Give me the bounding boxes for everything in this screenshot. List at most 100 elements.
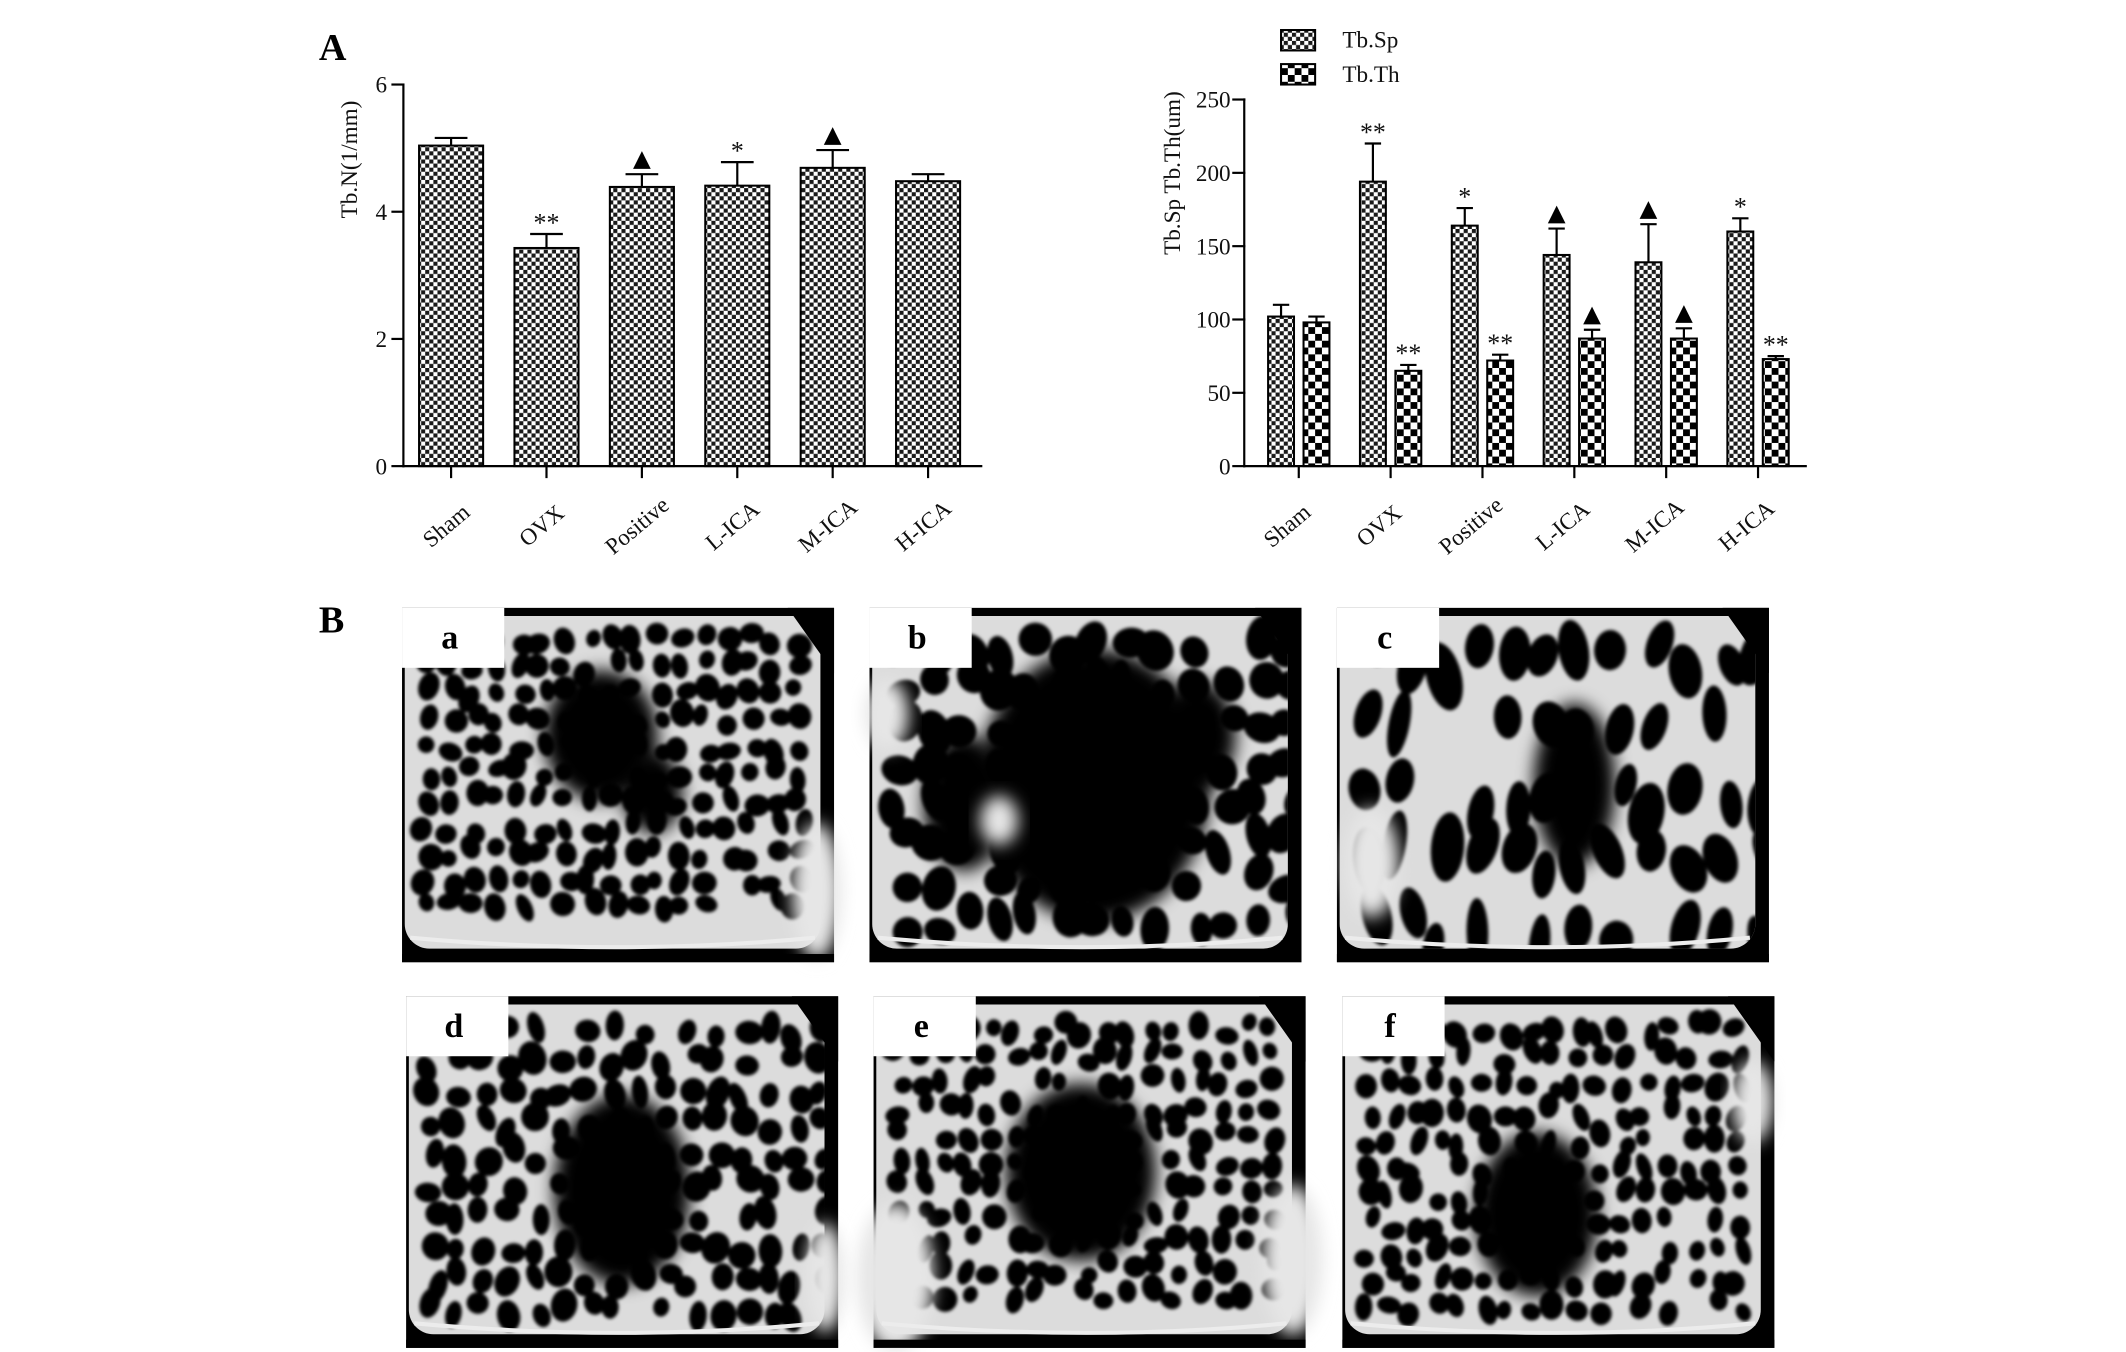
bone-pore	[893, 1147, 911, 1175]
bone-pore	[494, 1197, 520, 1222]
significance-asterisk: *	[731, 136, 744, 165]
bone-pore	[699, 744, 722, 763]
bone-pore	[695, 673, 721, 702]
bone-pore	[1184, 1097, 1207, 1118]
bone-pore	[526, 1011, 546, 1043]
bone-pore	[699, 1046, 724, 1073]
bone-pore	[1170, 1067, 1186, 1093]
significance-triangle: ▲	[824, 122, 842, 148]
bone-pore	[504, 817, 527, 845]
bone-pore	[1429, 1292, 1450, 1314]
bone-pore	[1451, 1210, 1472, 1231]
bone-pore	[501, 1243, 526, 1264]
bone-pore	[787, 703, 812, 729]
x-category-label: H-ICA	[1714, 495, 1780, 556]
bone-pore	[619, 624, 641, 655]
bone-pore	[1237, 1125, 1259, 1144]
bone-pore	[953, 1198, 971, 1225]
bone-pore	[964, 1225, 982, 1245]
bone-pore	[1568, 1048, 1588, 1068]
bone-pore	[1609, 1215, 1631, 1234]
bone-pore	[1188, 1146, 1207, 1172]
bone-pore	[521, 1102, 549, 1132]
bone-pore	[1188, 1011, 1209, 1040]
bone-pore	[1528, 914, 1551, 949]
micro-ct-image-b: b	[864, 607, 1302, 963]
dense-bone-patch	[864, 678, 909, 750]
bone-pore	[1195, 1066, 1211, 1092]
bone-pore	[409, 816, 433, 842]
bone-pore	[736, 678, 760, 704]
bone-pore	[602, 624, 624, 650]
image-label-box	[869, 607, 972, 668]
bone-pore	[1348, 768, 1381, 811]
bone-pore	[418, 843, 444, 871]
bone-pore	[1669, 845, 1708, 893]
bone-pore	[1680, 1073, 1705, 1093]
bone-pore	[1215, 1156, 1239, 1176]
bone-pore	[1380, 1068, 1400, 1093]
bone-pore	[444, 709, 469, 733]
bone-pore	[985, 1019, 1002, 1037]
bone-pore	[1266, 813, 1288, 854]
bone-pore	[728, 1241, 756, 1269]
marrow-void	[1005, 1083, 1156, 1261]
bone-pore	[532, 1204, 550, 1236]
bone-pore	[1590, 1302, 1612, 1326]
bone-pore	[1663, 1093, 1681, 1120]
bone-pore	[543, 1084, 572, 1107]
bone-pore	[716, 742, 741, 761]
bone-pore	[526, 1263, 545, 1290]
bone-pore	[937, 1152, 955, 1173]
bone-pore	[1229, 1281, 1253, 1310]
bone-pore	[518, 1041, 547, 1075]
bone-pore	[1448, 1236, 1472, 1257]
bone-pore	[735, 1055, 759, 1076]
bone-pore	[1496, 1300, 1512, 1320]
bone-pore	[529, 783, 547, 807]
bone-pore	[1235, 1229, 1255, 1250]
bone-pore	[1470, 1073, 1493, 1092]
bone-pore	[1592, 1044, 1614, 1066]
bone-pore	[1506, 781, 1531, 837]
bone-pore	[1204, 830, 1232, 875]
bone-pore	[466, 779, 489, 807]
bone-pore	[1419, 1098, 1444, 1128]
bone-pore	[1143, 1251, 1165, 1275]
bone-pore	[626, 895, 651, 915]
bone-pore	[515, 684, 536, 705]
bone-pore	[1397, 1302, 1420, 1327]
bone-pore	[759, 632, 780, 656]
bone-pore	[759, 1083, 779, 1108]
bone-pore	[476, 1104, 497, 1132]
bone-pore	[742, 707, 765, 730]
x-category-label: M-ICA	[1620, 494, 1689, 558]
bone-pore	[1005, 1286, 1025, 1314]
bone-pore	[1635, 1153, 1653, 1182]
bone-pore	[635, 1024, 655, 1045]
bone-pore	[1614, 1043, 1636, 1070]
bone-pore	[735, 1267, 763, 1291]
image-bottom-edge	[873, 1339, 1306, 1348]
bone-pore	[1268, 874, 1288, 904]
bone-pore	[1611, 1077, 1632, 1104]
y-tick-label: 100	[1196, 308, 1231, 334]
bone-pore	[1190, 912, 1213, 946]
bone-pore	[502, 1131, 526, 1163]
bone-pore	[717, 715, 737, 736]
bone-pore	[1541, 1016, 1564, 1043]
legend-label-tb-sp: Tb.Sp	[1342, 28, 1398, 54]
bone-pore	[1604, 1016, 1628, 1044]
bone-pore	[1635, 1177, 1656, 1203]
bone-pore	[1434, 1263, 1452, 1290]
bone-pore	[458, 893, 483, 914]
y-tick-label: 0	[375, 454, 387, 480]
micro-ct-image-a: a	[402, 607, 842, 963]
bone-pore	[1735, 1236, 1752, 1265]
bone-pore	[692, 792, 714, 814]
bone-pore	[1640, 703, 1669, 750]
bone-pore	[761, 1010, 781, 1044]
bone-pore	[1164, 1224, 1189, 1250]
